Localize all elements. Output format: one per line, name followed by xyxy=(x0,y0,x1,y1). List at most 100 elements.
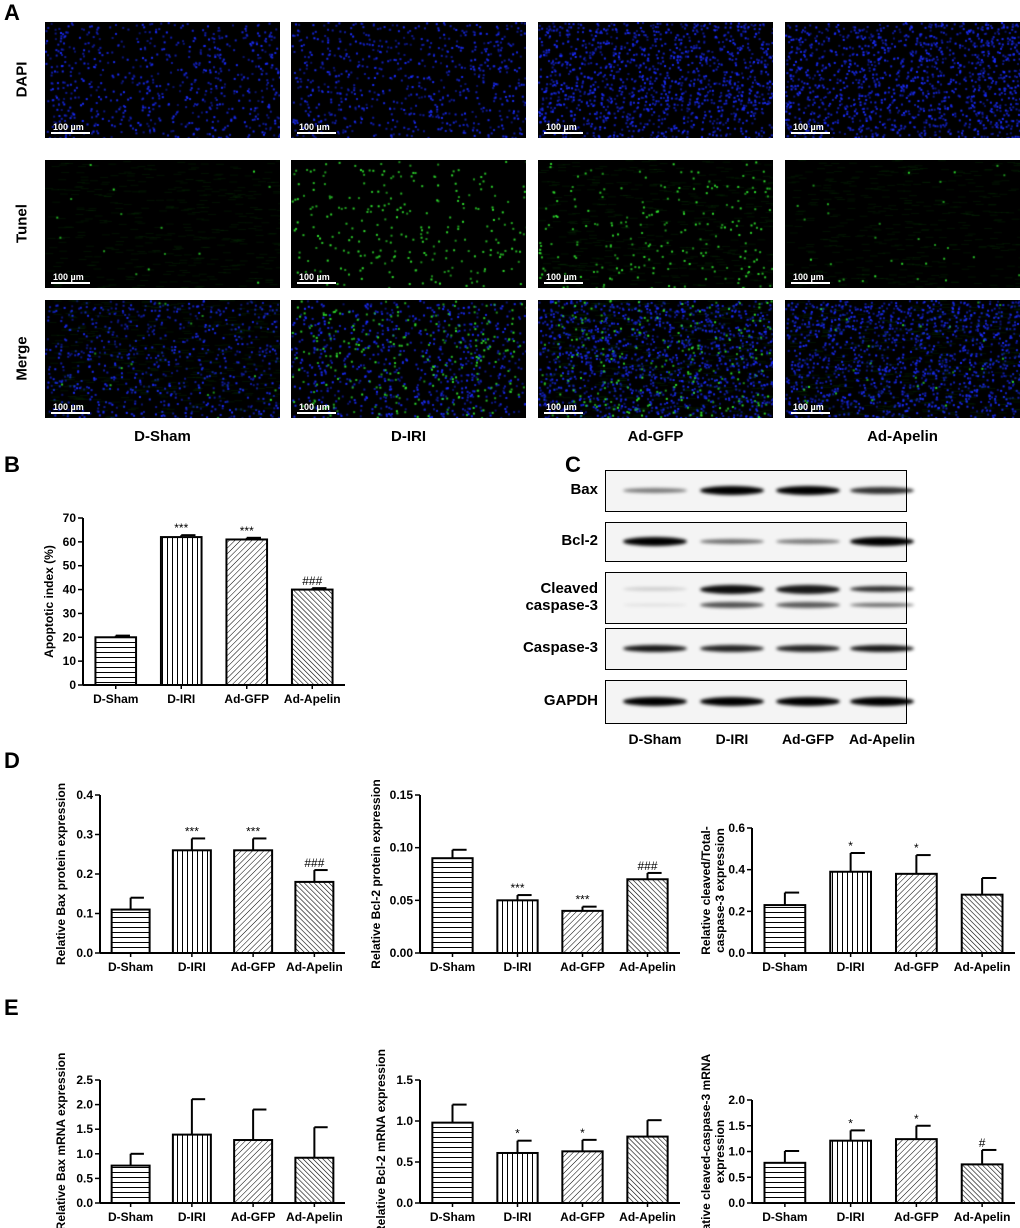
significance-mark: ### xyxy=(637,859,657,873)
significance-mark: * xyxy=(914,1112,919,1126)
bar xyxy=(94,636,138,686)
y-tick-label: 0.0 xyxy=(76,946,93,960)
significance-mark: *** xyxy=(575,893,589,907)
protein-band xyxy=(700,538,764,544)
micrograph-merge: 100 µm xyxy=(785,300,1020,418)
bar xyxy=(561,909,604,954)
y-axis-label: Relative Bcl-2 mRNA expression xyxy=(374,1049,388,1228)
significance-mark: * xyxy=(848,1116,853,1130)
x-tick-label: D-Sham xyxy=(108,960,153,974)
micrograph-dapi: 100 µm xyxy=(785,22,1020,138)
protein-band xyxy=(700,696,764,706)
lane-label: Ad-Apelin xyxy=(848,731,916,747)
y-tick-label: 0.0 xyxy=(728,1196,745,1210)
y-tick-label: 0.15 xyxy=(390,788,414,802)
blot-strip xyxy=(605,572,907,624)
protein-band xyxy=(623,696,687,706)
x-tick-label: D-IRI xyxy=(167,692,195,706)
scale-bar: 100 µm xyxy=(544,272,583,284)
bar xyxy=(561,1150,604,1204)
protein-band xyxy=(623,603,687,607)
bar xyxy=(626,1135,669,1204)
x-tick-label: D-Sham xyxy=(430,1210,475,1224)
bar xyxy=(960,1163,1004,1204)
x-tick-label: Ad-GFP xyxy=(224,692,269,706)
protein-band xyxy=(623,587,687,591)
y-tick-label: 0.10 xyxy=(390,841,414,855)
x-tick-label: Ad-GFP xyxy=(560,1210,605,1224)
y-tick-label: 0.2 xyxy=(728,904,745,918)
y-tick-label: 0.1 xyxy=(76,907,93,921)
protein-band xyxy=(700,584,764,594)
significance-mark: * xyxy=(580,1126,585,1140)
protein-band xyxy=(700,644,764,652)
x-tick-label: D-IRI xyxy=(837,960,865,974)
band-label: Caspase-3 xyxy=(522,639,598,656)
micrograph-tunel: 100 µm xyxy=(45,160,280,288)
panel-label-c: C xyxy=(565,452,581,477)
y-axis-label: Relative cleaved-caspase-3 mRNA xyxy=(699,1053,713,1228)
y-tick-label: 0.5 xyxy=(396,1155,413,1169)
panel-label-b: B xyxy=(4,452,20,477)
x-tick-label: D-Sham xyxy=(430,960,475,974)
protein-band xyxy=(623,487,687,493)
y-tick-label: 0.0 xyxy=(396,1196,413,1210)
bar xyxy=(496,1151,539,1204)
lane-label: D-Sham xyxy=(628,731,682,747)
significance-mark: * xyxy=(848,839,853,853)
protein-band xyxy=(776,485,840,495)
chart-E1: 0.0 0.5 1.0 1.5 2.0 2.5 Relative Bax mRNA expr… xyxy=(54,1053,345,1228)
chart-D1: 0.0 0.1 0.2 0.3 0.4 Relative Bax protein expr… xyxy=(54,783,345,974)
y-axis-label: Relative cleaved/Total- xyxy=(699,826,713,955)
y-tick-label: 0.0 xyxy=(728,946,745,960)
chart-B: 0 10 20 30 40 50 60 70 Apoptotic index (%) D-Sham… xyxy=(42,511,345,706)
band-label: Bax xyxy=(570,481,598,498)
protein-band xyxy=(776,538,840,544)
y-axis-label: Relative Bax mRNA expression xyxy=(54,1053,68,1228)
bar xyxy=(894,872,938,954)
x-tick-label: Ad-GFP xyxy=(231,960,276,974)
bar xyxy=(894,1138,938,1205)
y-tick-label: 60 xyxy=(63,535,77,549)
scale-bar: 100 µm xyxy=(51,122,90,134)
bar xyxy=(763,1161,807,1204)
y-tick-label: 2.0 xyxy=(76,1098,93,1112)
y-tick-label: 1.5 xyxy=(728,1119,745,1133)
protein-band xyxy=(776,696,840,706)
bar xyxy=(829,870,873,954)
x-tick-label: Ad-GFP xyxy=(894,960,939,974)
scale-bar: 100 µm xyxy=(791,272,830,284)
protein-band xyxy=(623,536,687,546)
protein-band xyxy=(850,602,914,608)
y-tick-label: 0.05 xyxy=(390,893,414,907)
bar xyxy=(829,1139,873,1205)
x-tick-label: D-IRI xyxy=(178,960,206,974)
significance-mark: *** xyxy=(510,881,524,895)
protein-band xyxy=(776,601,840,609)
x-tick-label: D-Sham xyxy=(108,1210,153,1224)
group-label: Ad-Apelin xyxy=(867,428,938,445)
y-axis-label: Relative Bax protein expression xyxy=(54,783,68,965)
band-label: GAPDH xyxy=(543,692,598,709)
bar xyxy=(290,588,334,686)
micrograph-dapi: 100 µm xyxy=(45,22,280,138)
x-tick-label: Ad-Apelin xyxy=(619,1210,676,1224)
group-label: D-IRI xyxy=(391,428,426,445)
bar xyxy=(496,899,539,954)
micrograph-dapi: 100 µm xyxy=(538,22,773,138)
panel-label-a: A xyxy=(4,0,20,25)
micrograph-dapi: 100 µm xyxy=(291,22,526,138)
x-tick-label: Ad-GFP xyxy=(560,960,605,974)
y-tick-label: 30 xyxy=(63,606,77,620)
scale-bar: 100 µm xyxy=(544,402,583,414)
lane-label: D-IRI xyxy=(715,731,749,747)
y-tick-label: 0.3 xyxy=(76,828,93,842)
micrograph-tunel: 100 µm xyxy=(291,160,526,288)
y-tick-label: 0.5 xyxy=(728,1170,745,1184)
bar xyxy=(233,849,274,954)
y-tick-label: 20 xyxy=(63,630,77,644)
micrograph-merge: 100 µm xyxy=(538,300,773,418)
y-tick-label: 2.0 xyxy=(728,1093,745,1107)
